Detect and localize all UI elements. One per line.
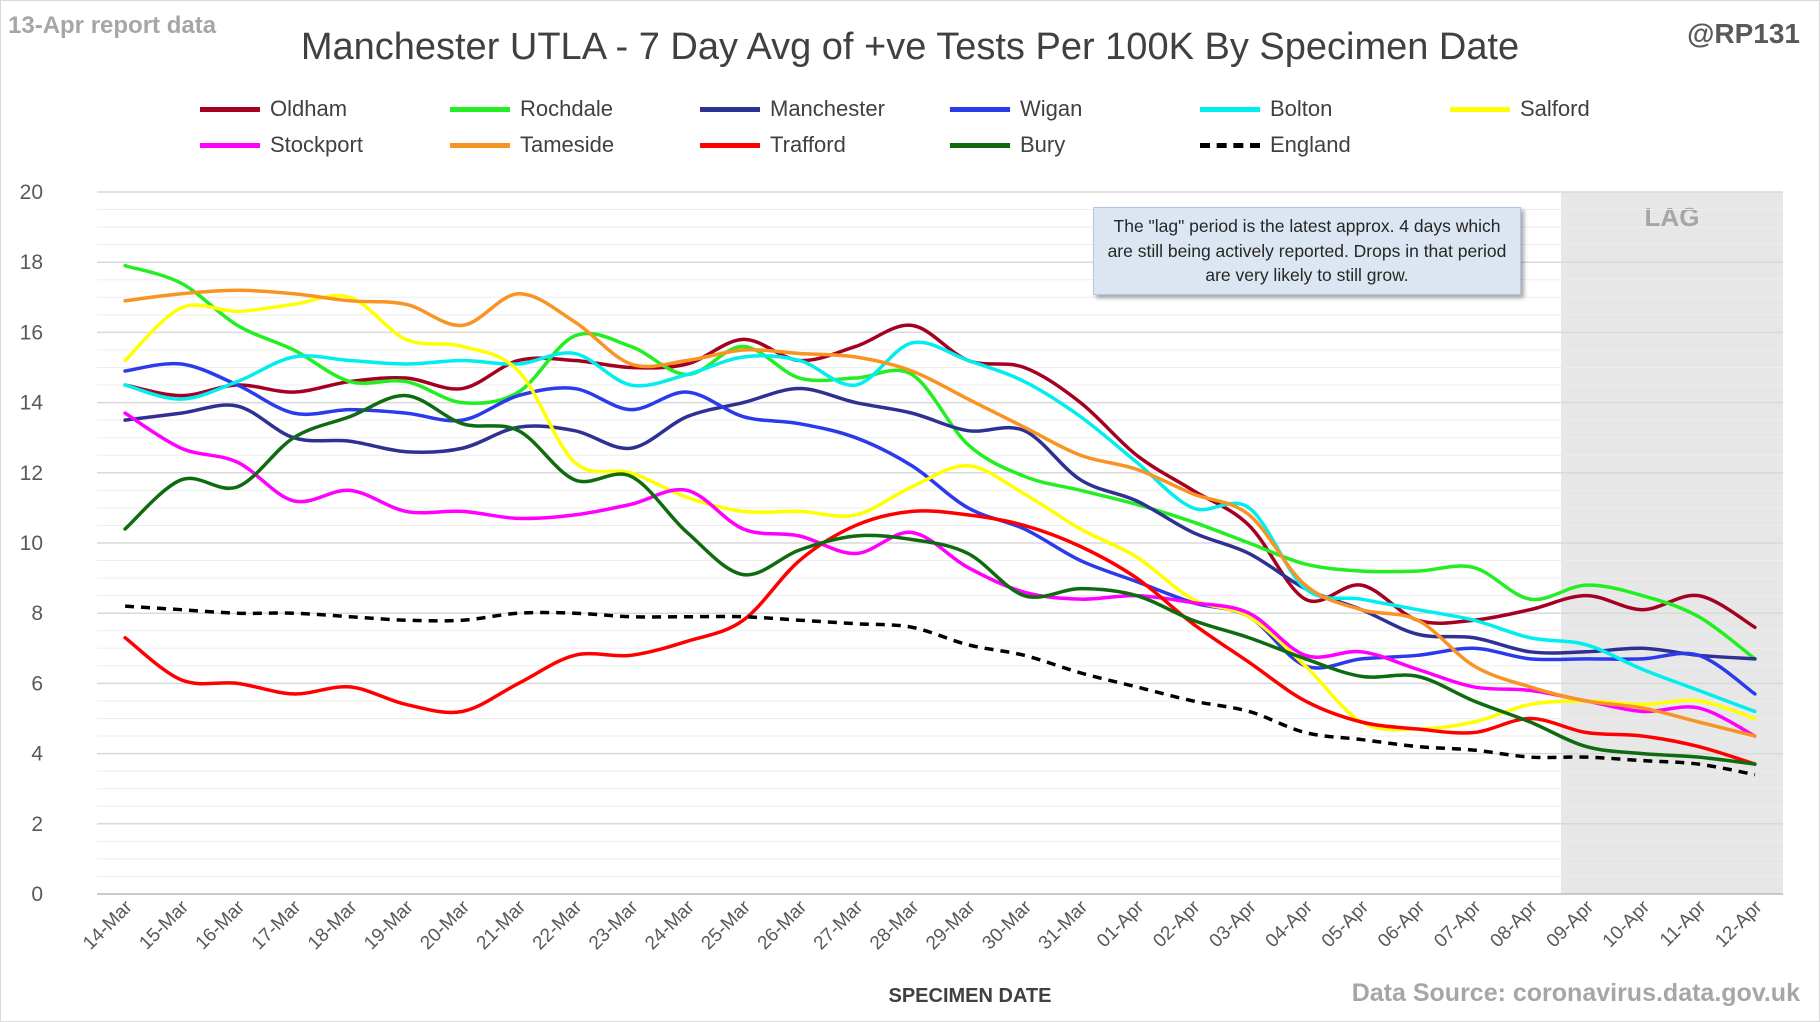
series-line-england xyxy=(124,604,1756,777)
legend-item-england: England xyxy=(1200,132,1351,158)
legend-item-manchester: Manchester xyxy=(700,96,885,122)
x-tick-label: 12-Apr xyxy=(1711,896,1767,952)
y-tick-label: 8 xyxy=(31,602,43,625)
lag-annotation: The "lag" period is the latest approx. 4… xyxy=(1093,207,1521,295)
y-tick-label: 18 xyxy=(20,251,43,274)
x-tick-label: 26-Mar xyxy=(754,896,812,954)
x-tick-label: 07-Apr xyxy=(1430,896,1486,952)
legend-item-rochdale: Rochdale xyxy=(450,96,613,122)
y-tick-label: 20 xyxy=(20,181,43,204)
legend-item-salford: Salford xyxy=(1450,96,1590,122)
x-tick-label: 31-Mar xyxy=(1035,896,1093,954)
series-line-tameside xyxy=(123,288,1757,738)
x-tick-label: 03-Apr xyxy=(1205,896,1261,952)
x-tick-label: 28-Mar xyxy=(866,896,924,954)
y-tick-label: 4 xyxy=(31,743,43,766)
y-tick-label: 12 xyxy=(20,462,43,485)
legend-swatch xyxy=(1200,142,1260,148)
legend-swatch xyxy=(200,142,260,148)
legend-label: Rochdale xyxy=(520,96,613,121)
x-tick-label: 11-Apr xyxy=(1656,896,1711,951)
x-tick-label: 04-Apr xyxy=(1262,896,1318,952)
y-tick-label: 16 xyxy=(20,321,43,344)
legend-item-stockport: Stockport xyxy=(200,132,363,158)
x-tick-label: 27-Mar xyxy=(810,896,868,954)
x-tick-label: 19-Mar xyxy=(360,896,418,954)
series-line-manchester xyxy=(123,386,1757,661)
x-tick-label: 09-Apr xyxy=(1543,896,1599,952)
x-tick-label: 17-Mar xyxy=(248,896,306,954)
x-tick-label: 15-Mar xyxy=(135,896,193,954)
x-tick-label: 06-Apr xyxy=(1374,896,1430,952)
legend-label: Wigan xyxy=(1020,96,1083,121)
legend-swatch xyxy=(950,142,1010,148)
y-tick-label: 6 xyxy=(31,672,43,695)
report-date-note: 13-Apr report data xyxy=(8,12,217,39)
series-line-bolton xyxy=(123,340,1757,714)
y-tick-label: 2 xyxy=(31,813,43,836)
series-line-stockport xyxy=(123,411,1757,738)
chart-title: Manchester UTLA - 7 Day Avg of +ve Tests… xyxy=(300,26,1520,68)
legend-item-bolton: Bolton xyxy=(1200,96,1332,122)
series-line-wigan xyxy=(123,361,1757,696)
x-tick-label: 22-Mar xyxy=(529,896,587,954)
x-tick-label: 02-Apr xyxy=(1149,896,1205,952)
legend-label: Oldham xyxy=(270,96,348,121)
x-tick-label: 24-Mar xyxy=(641,896,699,954)
legend-item-oldham: Oldham xyxy=(200,96,347,122)
legend-label: Trafford xyxy=(770,132,846,157)
x-axis-title: SPECIMEN DATE xyxy=(889,985,1052,1007)
series-line-trafford xyxy=(123,509,1757,766)
x-tick-label: 20-Mar xyxy=(416,896,474,954)
legend-label: England xyxy=(1270,132,1351,157)
legend-item-wigan: Wigan xyxy=(950,96,1082,122)
legend-swatch xyxy=(700,142,760,148)
series-line-salford xyxy=(123,293,1757,732)
x-tick-label: 14-Mar xyxy=(79,896,137,954)
legend-label: Bolton xyxy=(1270,96,1333,121)
x-tick-label: 21-Mar xyxy=(473,896,531,954)
author-handle: @RP131 xyxy=(1687,18,1800,49)
x-tick-label: 25-Mar xyxy=(697,896,755,954)
y-tick-label: 14 xyxy=(20,392,44,415)
legend-item-trafford: Trafford xyxy=(700,132,846,158)
data-source: Data Source: coronavirus.data.gov.uk xyxy=(1351,979,1800,1007)
x-tick-label: 01-Apr xyxy=(1093,896,1149,952)
x-tick-label: 18-Mar xyxy=(304,896,362,954)
x-tick-label: 10-Apr xyxy=(1599,896,1655,952)
legend-label: Manchester xyxy=(770,96,885,121)
x-tick-label: 30-Mar xyxy=(978,896,1036,954)
legend-swatch xyxy=(700,106,760,112)
legend-label: Salford xyxy=(1520,96,1590,121)
x-tick-label: 08-Apr xyxy=(1486,896,1542,952)
x-tick-label: 29-Mar xyxy=(922,896,980,954)
series-line-bury xyxy=(123,393,1757,766)
legend-label: Stockport xyxy=(270,132,363,157)
legend-swatch xyxy=(950,106,1010,112)
legend-swatch xyxy=(450,142,510,148)
legend-label: Tameside xyxy=(520,132,615,157)
legend-swatch xyxy=(200,106,260,112)
series-line-rochdale xyxy=(123,263,1757,661)
legend-label: Bury xyxy=(1020,132,1066,157)
y-tick-label: 10 xyxy=(20,532,43,555)
legend-item-tameside: Tameside xyxy=(450,132,614,158)
x-tick-label: 05-Apr xyxy=(1318,896,1374,952)
y-tick-label: 0 xyxy=(31,883,43,906)
x-tick-label: 23-Mar xyxy=(585,896,643,954)
legend-swatch xyxy=(1450,106,1510,112)
legend-swatch xyxy=(450,106,510,112)
legend-swatch xyxy=(1200,106,1260,112)
series-line-oldham xyxy=(123,323,1757,629)
legend-item-bury: Bury xyxy=(950,132,1065,158)
x-tick-label: 16-Mar xyxy=(192,896,250,954)
